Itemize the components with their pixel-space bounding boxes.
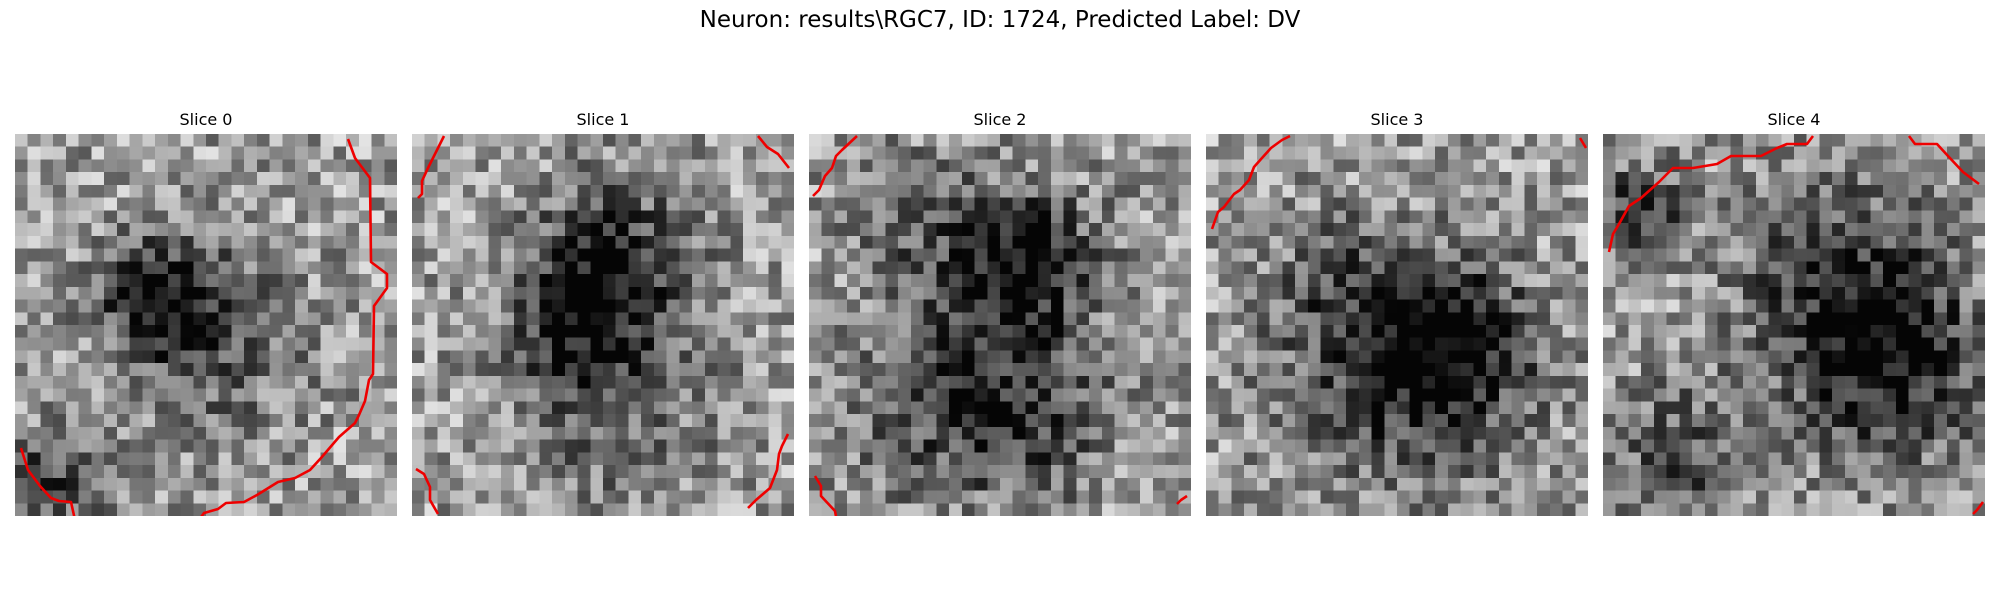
slice-panel-3: Slice 3: [1206, 110, 1588, 518]
contour-overlay-4: [1607, 135, 1985, 515]
slice-image-4: [1603, 134, 1985, 516]
contour-segment: [19, 447, 76, 516]
pixel-grid-2: [809, 134, 1191, 516]
contour-segment: [200, 138, 389, 516]
contour-overlay-3: [1210, 134, 1588, 230]
contour-segment: [1607, 135, 1815, 253]
contour-overlay-1: [415, 135, 791, 515]
contour-segment: [747, 433, 790, 509]
contour-segment: [1210, 134, 1291, 230]
slice-panel-0: Slice 0: [15, 110, 397, 518]
contour-segment: [1972, 501, 1985, 515]
pixel-grid-4: [1603, 134, 1985, 516]
pixel-grid-1: [412, 134, 794, 516]
slice-image-1: [412, 134, 794, 516]
contour-segment: [417, 135, 446, 199]
slice-panel-2: Slice 2: [809, 110, 1191, 518]
pixel-grid-0: [15, 134, 397, 516]
slice-title-1: Slice 1: [576, 110, 630, 129]
slice-image-3: [1206, 134, 1588, 516]
slice-panel-4: Slice 4: [1603, 110, 1985, 518]
contour-overlay-0: [19, 138, 389, 516]
slice-title-3: Slice 3: [1370, 110, 1424, 129]
slice-title-0: Slice 0: [179, 110, 233, 129]
contour-segment: [415, 467, 440, 515]
contour-segment: [813, 475, 838, 516]
contour-segment: [1578, 137, 1588, 149]
slice-image-0: [15, 134, 397, 516]
slice-panel-1: Slice 1: [412, 110, 794, 518]
contour-segment: [812, 135, 858, 197]
slice-title-2: Slice 2: [973, 110, 1027, 129]
slice-image-2: [809, 134, 1191, 516]
pixel-grid-3: [1206, 134, 1588, 516]
figure-title: Neuron: results\RGC7, ID: 1724, Predicte…: [699, 7, 1301, 33]
contour-overlay-2: [812, 135, 1188, 516]
contour-segment: [1907, 135, 1980, 186]
slice-title-4: Slice 4: [1767, 110, 1821, 129]
contour-segment: [756, 135, 791, 169]
contour-segment: [1176, 494, 1188, 505]
